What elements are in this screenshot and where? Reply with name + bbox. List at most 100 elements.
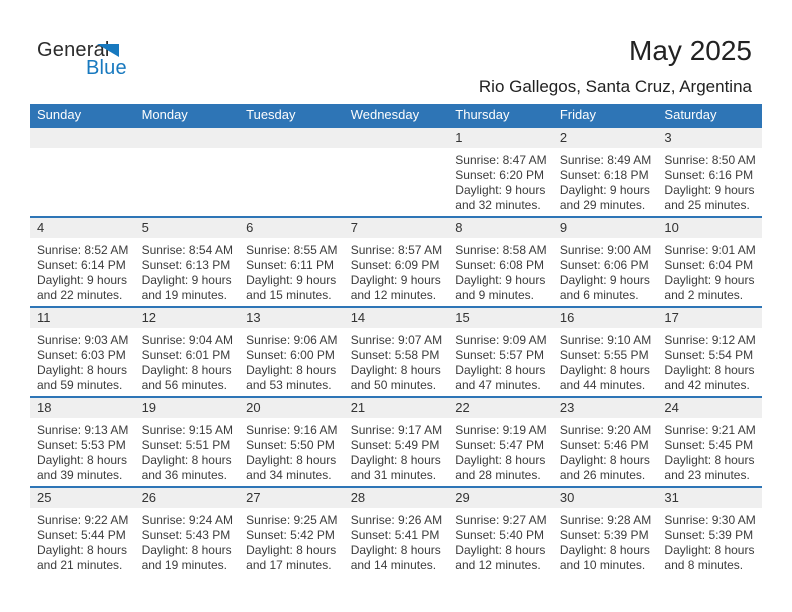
day-details: Sunrise: 9:22 AM Sunset: 5:44 PM Daylight:…: [30, 508, 135, 573]
day-number: 7: [343, 218, 449, 238]
day-number: [30, 128, 135, 148]
day-number: 9: [552, 218, 658, 238]
day-number: 29: [448, 488, 553, 508]
logo-text-general: General: [37, 39, 110, 61]
day-detail-line: Sunrise: 9:28 AM: [559, 513, 652, 527]
day-number: 21: [343, 398, 449, 418]
day-detail-line: Daylight: 9 hours: [141, 273, 232, 287]
day-detail-line: Sunset: 6:08 PM: [455, 258, 544, 272]
day-detail-line: and 32 minutes.: [455, 198, 541, 212]
day-detail-line: Daylight: 8 hours: [455, 543, 546, 557]
day-detail-line: Sunrise: 9:24 AM: [141, 513, 233, 527]
day-detail-line: Daylight: 9 hours: [664, 273, 755, 287]
day-detail-line: Daylight: 8 hours: [37, 453, 128, 467]
day-number: 11: [30, 308, 135, 328]
day-detail-line: Daylight: 8 hours: [141, 453, 232, 467]
day-detail-line: Sunset: 6:00 PM: [246, 348, 335, 362]
day-cell: 30 Sunrise: 9:28 AM Sunset: 5:39 PM Dayligh…: [552, 488, 658, 576]
day-number: 14: [343, 308, 449, 328]
day-number: 17: [657, 308, 762, 328]
day-cell: 19 Sunrise: 9:15 AM Sunset: 5:51 PM Dayligh…: [134, 398, 240, 486]
day-detail-line: and 19 minutes.: [141, 558, 227, 572]
day-details: Sunrise: 8:52 AM Sunset: 6:14 PM Daylight:…: [30, 238, 135, 303]
day-detail-line: and 59 minutes.: [37, 378, 123, 392]
day-detail-line: Daylight: 8 hours: [559, 363, 650, 377]
day-detail-line: and 14 minutes.: [350, 558, 437, 572]
day-detail-line: and 10 minutes.: [559, 558, 646, 572]
day-detail-line: Sunrise: 9:13 AM: [37, 423, 129, 437]
day-detail-line: Daylight: 8 hours: [246, 543, 337, 557]
day-detail-line: Daylight: 8 hours: [559, 453, 650, 467]
day-detail-line: Sunset: 5:54 PM: [664, 348, 754, 362]
day-detail-line: Sunset: 5:53 PM: [37, 438, 126, 452]
day-detail-line: Sunrise: 9:21 AM: [664, 423, 756, 437]
day-detail-line: Daylight: 8 hours: [664, 543, 755, 557]
weekday-header-thursday: Thursday: [455, 107, 510, 122]
day-number: 16: [552, 308, 658, 328]
day-details: Sunrise: 8:47 AM Sunset: 6:20 PM Daylight:…: [448, 148, 553, 213]
day-details: Sunrise: 8:50 AM Sunset: 6:16 PM Daylight:…: [657, 148, 762, 213]
day-detail-line: and 17 minutes.: [246, 558, 332, 572]
day-number: 19: [134, 398, 240, 418]
day-detail-line: Sunrise: 8:58 AM: [455, 243, 547, 257]
day-detail-line: Daylight: 9 hours: [37, 273, 128, 287]
day-detail-line: and 53 minutes.: [246, 378, 332, 392]
day-detail-line: Sunrise: 9:09 AM: [455, 333, 547, 347]
day-cell-empty: [30, 128, 135, 216]
day-detail-line: Sunset: 5:51 PM: [141, 438, 231, 452]
day-details: [344, 148, 449, 153]
day-detail-line: Sunset: 6:14 PM: [37, 258, 126, 272]
weekday-header-monday: Monday: [141, 107, 188, 122]
day-detail-line: and 50 minutes.: [350, 378, 437, 392]
day-number: 24: [657, 398, 762, 418]
day-detail-line: Daylight: 8 hours: [37, 363, 128, 377]
day-number: 3: [657, 128, 762, 148]
day-detail-line: Daylight: 9 hours: [246, 273, 337, 287]
page-header: General Blue May 2025 Rio Gallegos, Sant…: [30, 0, 762, 104]
day-detail-line: Sunrise: 8:49 AM: [559, 153, 652, 167]
day-detail-line: Sunset: 5:44 PM: [37, 528, 126, 542]
day-detail-line: Sunset: 6:13 PM: [141, 258, 231, 272]
day-detail-line: and 28 minutes.: [455, 468, 541, 482]
day-detail-line: Sunrise: 9:00 AM: [559, 243, 652, 257]
day-number: [239, 128, 344, 148]
day-number: 4: [30, 218, 135, 238]
day-cell: 2 Sunrise: 8:49 AM Sunset: 6:18 PM Daylight…: [552, 128, 658, 216]
day-detail-line: Sunset: 6:06 PM: [559, 258, 649, 272]
day-cell-empty: [343, 128, 449, 216]
day-detail-line: Sunrise: 9:07 AM: [350, 333, 443, 347]
day-details: Sunrise: 9:00 AM Sunset: 6:06 PM Daylight:…: [553, 238, 658, 303]
day-number: 1: [448, 128, 553, 148]
day-detail-line: and 9 minutes.: [455, 288, 534, 302]
day-number: 15: [448, 308, 553, 328]
day-detail-line: Daylight: 8 hours: [350, 543, 441, 557]
day-detail-line: Sunrise: 8:57 AM: [350, 243, 443, 257]
weekday-header-sunday: Sunday: [37, 107, 82, 122]
day-detail-line: Sunset: 5:58 PM: [350, 348, 440, 362]
day-cell: 6 Sunrise: 8:55 AM Sunset: 6:11 PM Daylight…: [239, 218, 344, 306]
day-detail-line: Sunrise: 9:22 AM: [37, 513, 129, 527]
weekday-header-tuesday: Tuesday: [246, 107, 296, 122]
day-detail-line: and 47 minutes.: [455, 378, 541, 392]
day-detail-line: Sunrise: 9:27 AM: [455, 513, 547, 527]
day-detail-line: Daylight: 9 hours: [455, 183, 546, 197]
day-number: 25: [30, 488, 135, 508]
day-detail-line: Daylight: 9 hours: [559, 183, 650, 197]
day-detail-line: and 15 minutes.: [246, 288, 332, 302]
day-detail-line: Sunset: 5:50 PM: [246, 438, 335, 452]
day-detail-line: and 12 minutes.: [455, 558, 541, 572]
logo-text-blue: Blue: [86, 57, 127, 79]
day-details: Sunrise: 9:19 AM Sunset: 5:47 PM Daylight:…: [448, 418, 553, 483]
weekday-header-wednesday: Wednesday: [350, 107, 420, 122]
day-detail-line: Sunrise: 9:04 AM: [141, 333, 233, 347]
day-details: Sunrise: 9:24 AM Sunset: 5:43 PM Daylight:…: [135, 508, 240, 573]
day-detail-line: Daylight: 8 hours: [559, 543, 650, 557]
day-detail-line: Daylight: 8 hours: [664, 453, 755, 467]
day-detail-line: and 44 minutes.: [559, 378, 646, 392]
day-detail-line: and 6 minutes.: [559, 288, 639, 302]
day-number: 13: [239, 308, 344, 328]
day-detail-line: and 31 minutes.: [350, 468, 437, 482]
day-detail-line: and 42 minutes.: [664, 378, 750, 392]
day-detail-line: and 22 minutes.: [37, 288, 123, 302]
day-number: 23: [552, 398, 658, 418]
